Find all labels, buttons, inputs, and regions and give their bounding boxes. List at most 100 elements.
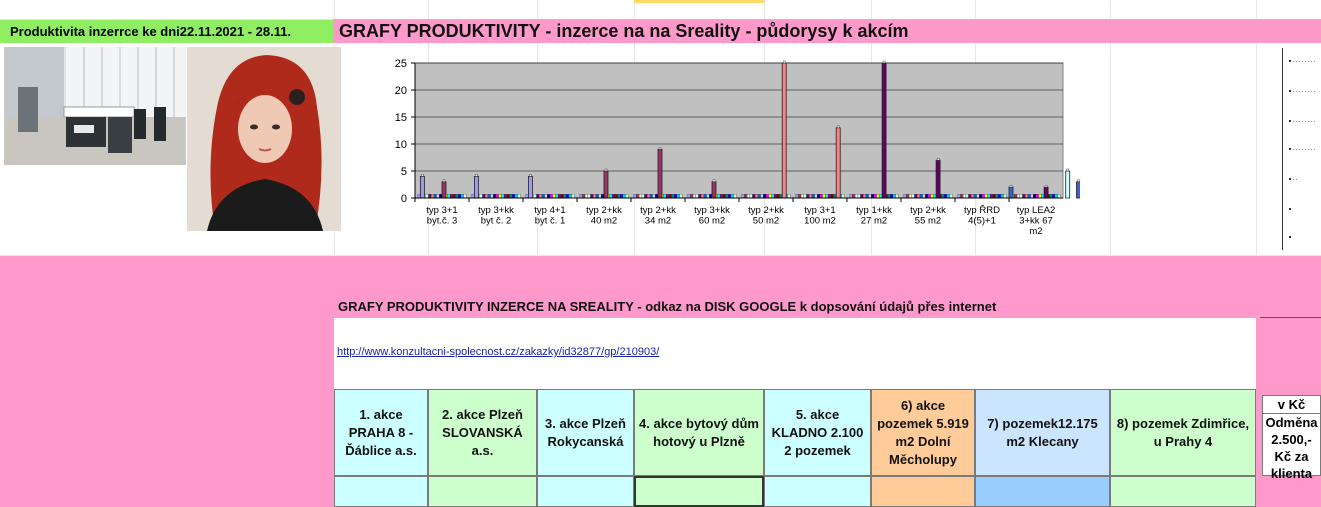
table-data-cell[interactable] [537,476,634,507]
table-header-cell[interactable]: 6) akce pozemek 5.919 m2 Dolní Měcholupy [871,389,975,476]
baseline-bar [563,194,567,199]
baseline-bar [730,194,734,199]
grid-col-line [764,0,765,507]
data-bar-top [529,174,532,177]
baseline-bar [944,194,948,199]
baseline-bar [919,194,923,199]
baseline-bar [949,194,953,199]
grid-col-line [975,0,976,507]
baseline-bar [779,194,783,199]
data-bar-top [882,60,886,64]
data-bar [935,159,941,199]
data-bar-top [1044,184,1048,188]
baseline-bar [495,194,499,199]
baseline-bar [741,194,745,199]
baseline-bar [633,194,637,199]
table-data-cell[interactable] [634,476,764,507]
baseline-bar [989,194,993,199]
agent-portrait-photo[interactable] [187,47,341,231]
table-data-cell[interactable] [975,476,1110,507]
baseline-bar [857,194,861,199]
table-data-cell[interactable] [764,476,871,507]
baseline-bar [676,194,680,199]
grid-col-line [1110,0,1111,507]
baseline-bar [1016,194,1020,199]
baseline-bar [587,194,591,199]
data-bar [881,62,887,199]
baseline-bar [428,194,432,199]
baseline-bar [458,194,462,199]
baseline-bar [865,194,869,199]
y-tick-label: 0 [401,193,407,205]
baseline-bar [1003,194,1007,199]
table-header-cell[interactable]: 2. akce Plzeň SLOVANSKÁ a.s. [428,389,537,476]
baseline-bar [981,194,985,199]
baseline-bar [800,194,804,199]
baseline-bar [841,194,845,199]
google-disk-link[interactable]: http://www.konzultacni-spolecnost.cz/zak… [337,346,660,358]
table-header-cell[interactable]: 5. akce KLADNO 2.100 2 pozemek [764,389,871,476]
legend-marker [1289,236,1291,238]
table-data-cell[interactable] [871,476,975,507]
baseline-bar [1014,194,1018,199]
chart-legend[interactable] [1282,48,1321,250]
baseline-bar [717,194,721,199]
baseline-bar [984,194,988,199]
baseline-bar [698,194,702,199]
baseline-bar [1000,194,1004,199]
y-tick-label: 5 [401,166,407,178]
baseline-bar [962,194,966,199]
table-data-cell[interactable] [428,476,537,507]
baseline-bar [854,194,858,199]
data-bar-top [936,157,940,161]
baseline-bar [503,194,507,199]
baseline-bar [998,194,1002,199]
baseline-bar [568,194,572,199]
productivity-period-header[interactable]: Produktivita inzerrce ke dni22.11.2021 -… [0,20,333,43]
table-header-cell[interactable]: 4. akce bytový dům hotový u Plzně [634,389,764,476]
baseline-bar [692,194,696,199]
google-disk-section-title[interactable]: GRAFY PRODUKTIVITY INZERCE NA SREALITY -… [338,299,997,314]
baseline-bar [571,194,575,199]
data-bar [474,176,479,199]
baseline-bar [636,194,640,199]
table-data-cell[interactable] [1110,476,1256,507]
baseline-bar [763,194,767,199]
baseline-bar [746,194,750,199]
table-header-cell[interactable]: 1. akce PRAHA 8 - Ďáblice a.s. [334,389,428,476]
baseline-bar [525,194,529,199]
baseline-bar [903,194,907,199]
currency-header: v Kč [1263,396,1320,414]
baseline-bar [549,194,553,199]
baseline-bar [625,194,629,199]
baseline-bar [641,194,645,199]
baseline-bar [463,194,467,199]
baseline-bar [582,194,586,199]
baseline-bar [622,194,626,199]
data-bar [781,62,787,199]
data-bar-top [1009,184,1013,188]
grid-col-line [871,0,872,507]
productivity-charts-title[interactable]: GRAFY PRODUKTIVITY - inzerce na na Sreal… [333,19,1321,43]
reward-cell[interactable]: v Kč Odměna 2.500,- Kč za klienta [1262,395,1321,481]
office-photo[interactable] [4,47,186,165]
table-header-cell[interactable]: 7) pozemek12.175 m2 Klecany [975,389,1110,476]
table-header-cell[interactable]: 3. akce Plzeň Rokycanská [537,389,634,476]
table-data-cell[interactable] [334,476,428,507]
table-header-cell[interactable]: 8) pozemek Zdimřice, u Prahy 4 [1110,389,1256,476]
baseline-bar [449,194,453,199]
reward-text: Odměna 2.500,- Kč za klienta [1265,415,1318,481]
table-header-label: 5. akce KLADNO 2.100 2 pozemek [771,406,864,458]
baseline-bar [490,194,494,199]
baseline-bar [917,194,921,199]
table-header-label: 2. akce Plzeň SLOVANSKÁ a.s. [442,406,523,458]
productivity-bar-chart[interactable]: 0 5 10 15 20 25 typ 3+1 byt.č. 3 typ 3+kk byt č. … [380,55,1080,245]
table-header-label: 1. akce PRAHA 8 - Ďáblice a.s. [345,406,417,458]
baseline-bar [995,194,999,199]
x-tick-label: typ 3+1 byt.č. 3 [426,205,457,227]
baseline-bar [671,194,675,199]
x-tick-label: typ 1+kk 27 m2 [856,205,892,227]
baseline-bar [482,194,486,199]
legend-marker [1289,208,1291,210]
baseline-bar [811,194,815,199]
